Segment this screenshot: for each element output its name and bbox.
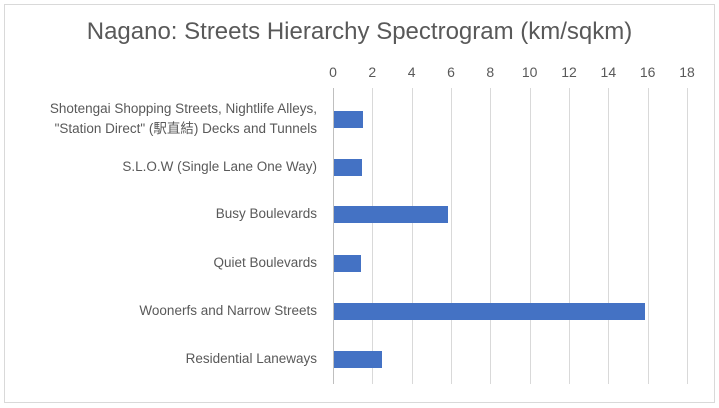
x-tick-label: 8 <box>486 64 495 80</box>
x-tick-label: 16 <box>639 64 656 80</box>
x-tick-label: 14 <box>600 64 617 80</box>
gridline <box>569 88 570 384</box>
bar <box>334 158 362 176</box>
category-label-line: S.L.O.W (Single Lane One Way) <box>122 159 317 174</box>
bar <box>334 350 383 368</box>
chart-title: Nagano: Streets Hierarchy Spectrogram (k… <box>86 18 633 45</box>
category-label-line: Residential Laneways <box>185 351 317 366</box>
chart-frame <box>4 4 715 403</box>
category-label: S.L.O.W (Single Lane One Way) <box>122 157 317 177</box>
category-label-line: Busy Boulevards <box>215 206 317 221</box>
x-tick-label: 6 <box>447 64 455 80</box>
category-label-line: Woonerfs and Narrow Streets <box>139 303 317 318</box>
category-label: Woonerfs and Narrow Streets <box>139 301 317 321</box>
gridline <box>451 88 452 384</box>
x-tick-label: 18 <box>679 64 695 80</box>
gridline <box>490 88 491 384</box>
x-tick-label: 2 <box>368 64 377 80</box>
x-tick-label: 12 <box>561 64 577 80</box>
bar <box>334 110 364 128</box>
x-tick-label: 10 <box>521 64 538 80</box>
gridline <box>687 88 688 384</box>
category-label: Busy Boulevards <box>216 204 317 224</box>
category-label-line: "Station Direct" (駅直結) Decks and Tunnels <box>54 121 317 136</box>
category-label: Quiet Boulevards <box>213 253 317 273</box>
bar <box>334 254 361 272</box>
x-tick-label: 4 <box>407 64 416 80</box>
value-axis-line <box>333 88 334 384</box>
category-label: Residential Laneways <box>186 349 317 369</box>
category-label-line: Quiet Boulevards <box>213 255 317 270</box>
gridline <box>412 88 413 384</box>
gridline <box>530 88 531 384</box>
gridline <box>372 88 373 384</box>
category-label-line: Shotengai Shopping Streets, Nightlife Al… <box>49 101 317 116</box>
gridline <box>648 88 649 384</box>
gridline <box>608 88 609 384</box>
bar <box>334 302 645 320</box>
x-tick-label: 0 <box>329 64 337 80</box>
bar <box>334 205 449 223</box>
category-label: Shotengai Shopping Streets, Nightlife Al… <box>50 99 317 139</box>
